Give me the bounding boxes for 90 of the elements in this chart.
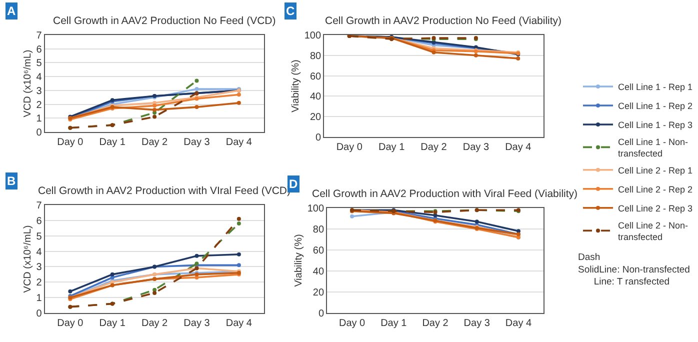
point	[433, 213, 438, 218]
point	[236, 252, 241, 256]
y-tick-label: 40	[310, 92, 322, 103]
text: B	[7, 174, 16, 188]
y-tick-label: 7	[36, 200, 42, 212]
legend-label: Cell Line 1 - Rep 1	[618, 82, 693, 92]
legend-label: Cell Line 1 - Rep 3	[618, 120, 693, 130]
y-tick-label: 6	[36, 216, 42, 227]
y-tick-label: 1	[36, 114, 42, 125]
x-tick-label: Day 2	[422, 318, 449, 329]
y-tick-label: 4	[36, 246, 42, 258]
y-tick-label: 1	[36, 293, 42, 304]
point	[350, 214, 354, 218]
chart-title: Cell Growth in AAV2 Production with Viral Feed (Viability)	[312, 188, 578, 200]
point	[516, 56, 520, 60]
legend-label: Cell Line 2 - Rep 1	[618, 165, 693, 176]
x-tick-label: Day 4	[505, 318, 532, 329]
x-tick-label: Day 0	[336, 142, 363, 153]
x-tick-label: Day 2	[420, 142, 448, 153]
text: D	[289, 177, 298, 191]
y-tick-label: 7	[36, 30, 42, 42]
y-tick-label: 4	[36, 72, 42, 84]
legend-label: Cell Line 1 - Non-transfected	[618, 136, 688, 159]
legend-label: Cell Line 2 - Rep 3	[618, 203, 693, 214]
point	[236, 100, 241, 105]
legend-label: Cell Line 1 - Rep 2	[618, 101, 693, 112]
point	[194, 87, 199, 92]
x-tick-label: Day 1	[99, 137, 126, 148]
point	[194, 78, 199, 83]
point	[236, 216, 241, 221]
y-tick-label: 80	[312, 224, 324, 236]
point	[236, 263, 241, 268]
x-tick-label: Day 0	[57, 137, 84, 148]
x-tick-label: Day 3	[464, 318, 490, 329]
chart-title: Cell Growth in AAV2 Production No Feed (Viability)	[325, 15, 562, 27]
point	[68, 289, 72, 294]
y-tick-label: 2	[36, 100, 42, 111]
point	[194, 105, 199, 110]
point	[516, 229, 520, 234]
x-tick-label: Day 4	[226, 137, 252, 148]
text: A	[7, 4, 16, 18]
x-tick-label: Day 4	[226, 318, 252, 329]
x-tick-label: Day 2	[141, 318, 168, 329]
y-tick-label: 3	[36, 86, 42, 97]
x-tick-label: Day 3	[184, 137, 210, 148]
y-tick-label: 0	[36, 128, 42, 138]
y-tick-label: 60	[312, 246, 324, 256]
x-tick-label: Day 3	[184, 318, 210, 329]
legend-label: Cell Line 2 - Rep 2	[618, 184, 693, 194]
y-tick-label: 100	[304, 30, 322, 42]
y-tick-label: 5	[36, 58, 42, 70]
chart-title: Cell Growth in AAV2 Production No Feed (VCD)	[53, 15, 276, 27]
y-axis-title: VCD (x10⁶/mL)	[22, 50, 34, 118]
y-tick-label: 20	[312, 288, 324, 298]
x-tick-label: Day 2	[141, 137, 168, 148]
x-tick-label: Day 4	[505, 142, 532, 153]
y-tick-label: 20	[310, 112, 322, 124]
x-tick-label: Day 0	[338, 318, 366, 329]
point	[194, 254, 199, 258]
x-tick-label: Day 0	[57, 318, 84, 329]
y-tick-label: 0	[316, 132, 322, 144]
y-axis-title: VCD (x10⁶/mL)	[22, 225, 34, 293]
y-tick-label: 2	[36, 278, 42, 289]
y-tick-label: 40	[312, 266, 324, 278]
y-tick-label: 6	[36, 44, 42, 56]
y-tick-label: 0	[318, 308, 324, 320]
x-tick-label: Day 1	[380, 318, 408, 329]
x-tick-label: Day 1	[378, 142, 406, 153]
legend-label: Cell Line 2 - Non-transfected	[618, 220, 688, 242]
point	[152, 108, 157, 112]
point	[236, 222, 241, 226]
point	[152, 104, 157, 108]
y-axis-title: Viability (%)	[293, 234, 304, 287]
y-tick-label: 5	[36, 231, 42, 242]
text: Dash SolidLine: Non-transfected Line: T ransfected	[578, 252, 690, 288]
y-tick-label: 3	[36, 262, 42, 274]
y-tick-label: 80	[310, 50, 322, 62]
y-tick-label: 100	[307, 204, 324, 214]
point	[110, 272, 114, 276]
x-tick-label: Day 1	[99, 318, 126, 329]
y-axis-title: Viability (%)	[290, 60, 302, 112]
point	[236, 92, 241, 97]
point	[474, 53, 478, 58]
point	[152, 290, 157, 295]
x-tick-label: Day 3	[462, 142, 490, 153]
y-tick-label: 0	[36, 308, 42, 320]
y-tick-label: 60	[310, 71, 322, 82]
point	[474, 220, 479, 224]
text: C	[286, 4, 295, 18]
point	[152, 114, 157, 119]
